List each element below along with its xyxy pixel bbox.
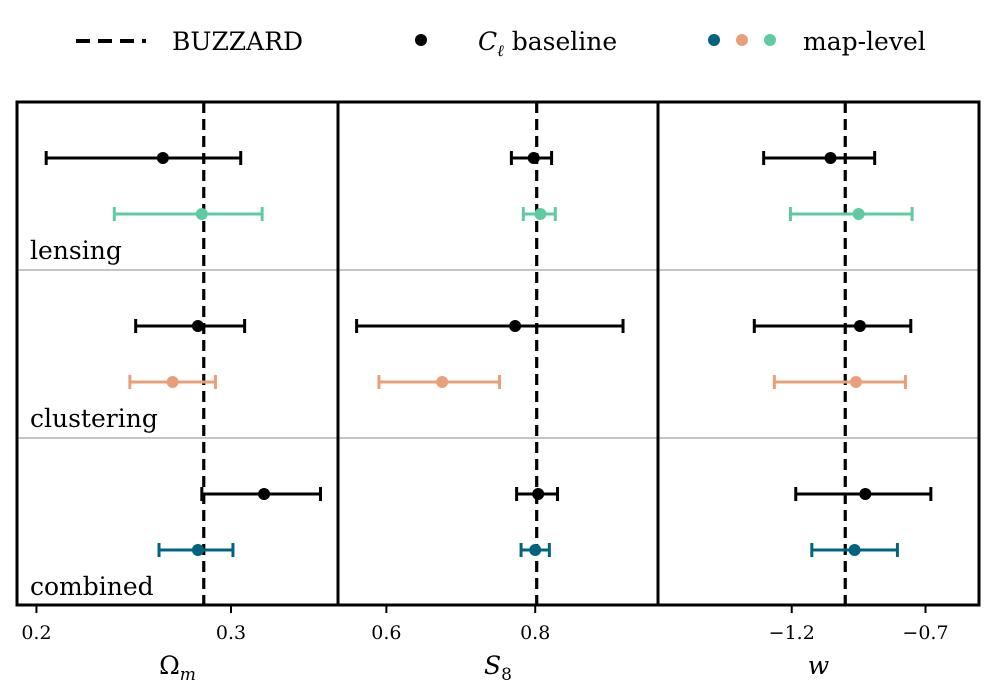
row-label-combined: combined — [30, 572, 154, 601]
legend-cl-marker — [415, 34, 427, 46]
point-baseline-clustering-panel-3 — [853, 320, 866, 332]
x-axis-symbol: w — [808, 651, 829, 680]
point-baseline-lensing-panel-3 — [824, 152, 837, 164]
row-label-clustering: clustering — [30, 404, 158, 433]
point-map-level-lensing-panel-2 — [534, 208, 547, 220]
legend-lensing-marker — [764, 34, 776, 46]
point-map-level-combined-panel-3 — [848, 544, 861, 556]
x-tick-label-2-1: 0.6 — [371, 622, 401, 644]
point-baseline-clustering-panel-1 — [191, 320, 204, 332]
panel-2: 0.6 0.8 S8 — [336, 100, 660, 685]
point-map-level-combined-panel-2 — [529, 544, 542, 556]
x-axis-title-panel-1: Ωm — [159, 651, 196, 685]
x-axis-symbol: Ω — [159, 651, 180, 680]
x-tick-label-2-2: 0.8 — [520, 622, 550, 644]
x-axis-title-panel-2: S8 — [484, 651, 512, 685]
point-map-level-clustering-panel-1 — [166, 376, 179, 388]
point-baseline-combined-panel-1 — [258, 488, 271, 500]
legend-cl-suffix: baseline — [504, 27, 617, 56]
point-map-level-lensing-panel-1 — [195, 208, 208, 220]
point-map-level-lensing-panel-3 — [852, 208, 865, 220]
point-baseline-combined-panel-2 — [532, 488, 545, 500]
point-map-level-clustering-panel-2 — [436, 376, 449, 388]
x-axis-subscript: m — [180, 665, 196, 685]
x-axis-subscript: 8 — [501, 665, 512, 685]
legend-cl-label: Cℓ baseline — [478, 27, 617, 60]
panel-frame-3 — [656, 100, 981, 607]
point-baseline-clustering-panel-2 — [509, 320, 522, 332]
legend-cl-subscript: ℓ — [497, 41, 504, 60]
x-axis-symbol: S — [484, 651, 501, 680]
legend-combined-marker — [708, 34, 720, 46]
x-tick-label-1-2: 0.3 — [216, 622, 246, 644]
point-map-level-clustering-panel-3 — [849, 376, 862, 388]
legend-clustering-marker — [736, 34, 748, 46]
point-baseline-lensing-panel-1 — [156, 152, 169, 164]
x-tick-label-3-2: −0.7 — [902, 622, 948, 644]
legend-cl-symbol: C — [478, 27, 497, 56]
panel-1: 0.2 0.3 Ωm — [15, 100, 340, 685]
legend: BUZZARD Cℓ baseline map-level — [76, 27, 926, 60]
point-baseline-combined-panel-3 — [859, 488, 872, 500]
point-map-level-combined-panel-1 — [191, 544, 204, 556]
point-baseline-lensing-panel-2 — [527, 152, 540, 164]
panels: lensing clustering combined 0.2 0.3 Ωm 0.6 0.8 S… — [15, 100, 981, 685]
panel-frame-2 — [336, 100, 660, 607]
x-axis-title-panel-3: w — [808, 651, 829, 680]
x-tick-label-3-1: −1.2 — [769, 622, 815, 644]
panel-3: −1.2 −0.7 w — [656, 100, 981, 680]
x-tick-label-1-1: 0.2 — [21, 622, 51, 644]
legend-buzzard-label: BUZZARD — [172, 27, 303, 56]
legend-map-level-label: map-level — [803, 27, 926, 56]
panel-frame-1 — [15, 100, 340, 607]
row-label-lensing: lensing — [30, 236, 122, 265]
